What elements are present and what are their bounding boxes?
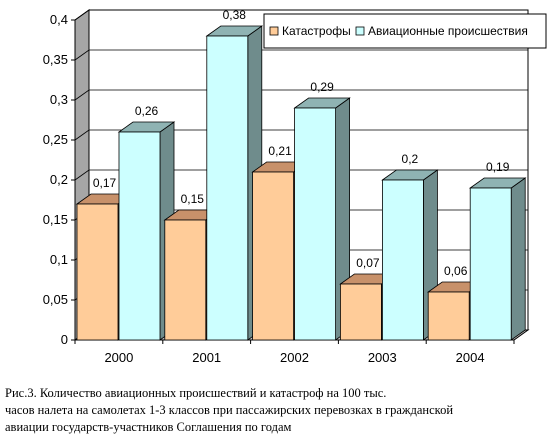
y-tick-label: 0,15 [43, 212, 68, 227]
data-label: 0,2 [402, 152, 419, 166]
bar-front [76, 203, 119, 341]
bars [75, 25, 527, 341]
legend-swatch-series-1 [269, 26, 279, 36]
bar-front [252, 171, 295, 341]
data-labels: 0,17 0,26 0,15 0,38 0,21 0,29 0,07 0,2 0,06 0,19 [93, 8, 510, 278]
caption-line-1: Рис.3. Количество авиационных происшеств… [5, 386, 387, 400]
x-axis-ticks: 2000 2001 2002 2003 2004 [74, 339, 515, 365]
legend: Катастрофы Авиационные происшествия [263, 13, 547, 49]
data-label: 0,26 [135, 104, 159, 118]
data-label: 0,17 [93, 176, 117, 190]
data-label: 0,21 [268, 144, 292, 158]
bar-aviatsionnye-2004 [468, 177, 527, 341]
bar-front [339, 283, 382, 341]
bar-front [381, 179, 424, 341]
legend-label-series-1: Катастрофы [282, 24, 351, 38]
bar-side [510, 177, 526, 341]
figure-caption: Рис.3. Количество авиационных происшеств… [5, 385, 547, 436]
bar-front [118, 131, 161, 341]
y-tick-label: 0,3 [50, 92, 68, 107]
y-axis-ticks: 0 0,05 0,1 0,15 0,2 0,25 0,3 0,35 0,4 [43, 12, 76, 347]
data-label: 0,07 [356, 256, 380, 270]
x-tick-label: 2003 [368, 350, 397, 365]
data-label: 0,06 [444, 264, 468, 278]
data-label: 0,29 [310, 80, 334, 94]
bar-front [469, 187, 512, 341]
bar-front [294, 107, 337, 341]
caption-line-2: часов налета на самолетах 1-3 классов пр… [5, 403, 454, 417]
gridline [74, 9, 528, 21]
y-tick-label: 0 [61, 332, 68, 347]
y-tick-label: 0,05 [43, 292, 68, 307]
legend-swatch-series-2 [355, 26, 365, 36]
x-tick-label: 2002 [280, 350, 309, 365]
data-label: 0,19 [486, 160, 510, 174]
x-tick-label: 2000 [104, 350, 133, 365]
gridline [74, 129, 528, 141]
gridline [74, 49, 528, 61]
bar-chart: 00,050,10,150,20,250,30,350,4 2000 2001 20… [43, 8, 547, 365]
bar-front [427, 291, 470, 341]
bar-aviatsionnye-2002 [293, 97, 351, 341]
y-tick-label: 0,4 [50, 12, 68, 27]
y-tick-label: 0,25 [43, 132, 68, 147]
bar-front [164, 219, 207, 341]
caption-line-3: авиации государств-участников Соглашения… [5, 420, 292, 434]
y-tick-label: 0,35 [43, 52, 68, 67]
gridline [74, 169, 528, 181]
y-tick-label: 0,2 [50, 172, 68, 187]
data-label: 0,38 [223, 8, 247, 22]
data-label: 0,15 [181, 192, 205, 206]
legend-box [263, 13, 547, 49]
legend-label-series-2: Авиационные происшествия [368, 24, 528, 38]
x-tick-label: 2001 [192, 350, 221, 365]
gridline [74, 89, 528, 101]
bar-front [206, 35, 249, 341]
y-tick-label: 0,1 [50, 252, 68, 267]
x-tick-label: 2004 [456, 350, 485, 365]
